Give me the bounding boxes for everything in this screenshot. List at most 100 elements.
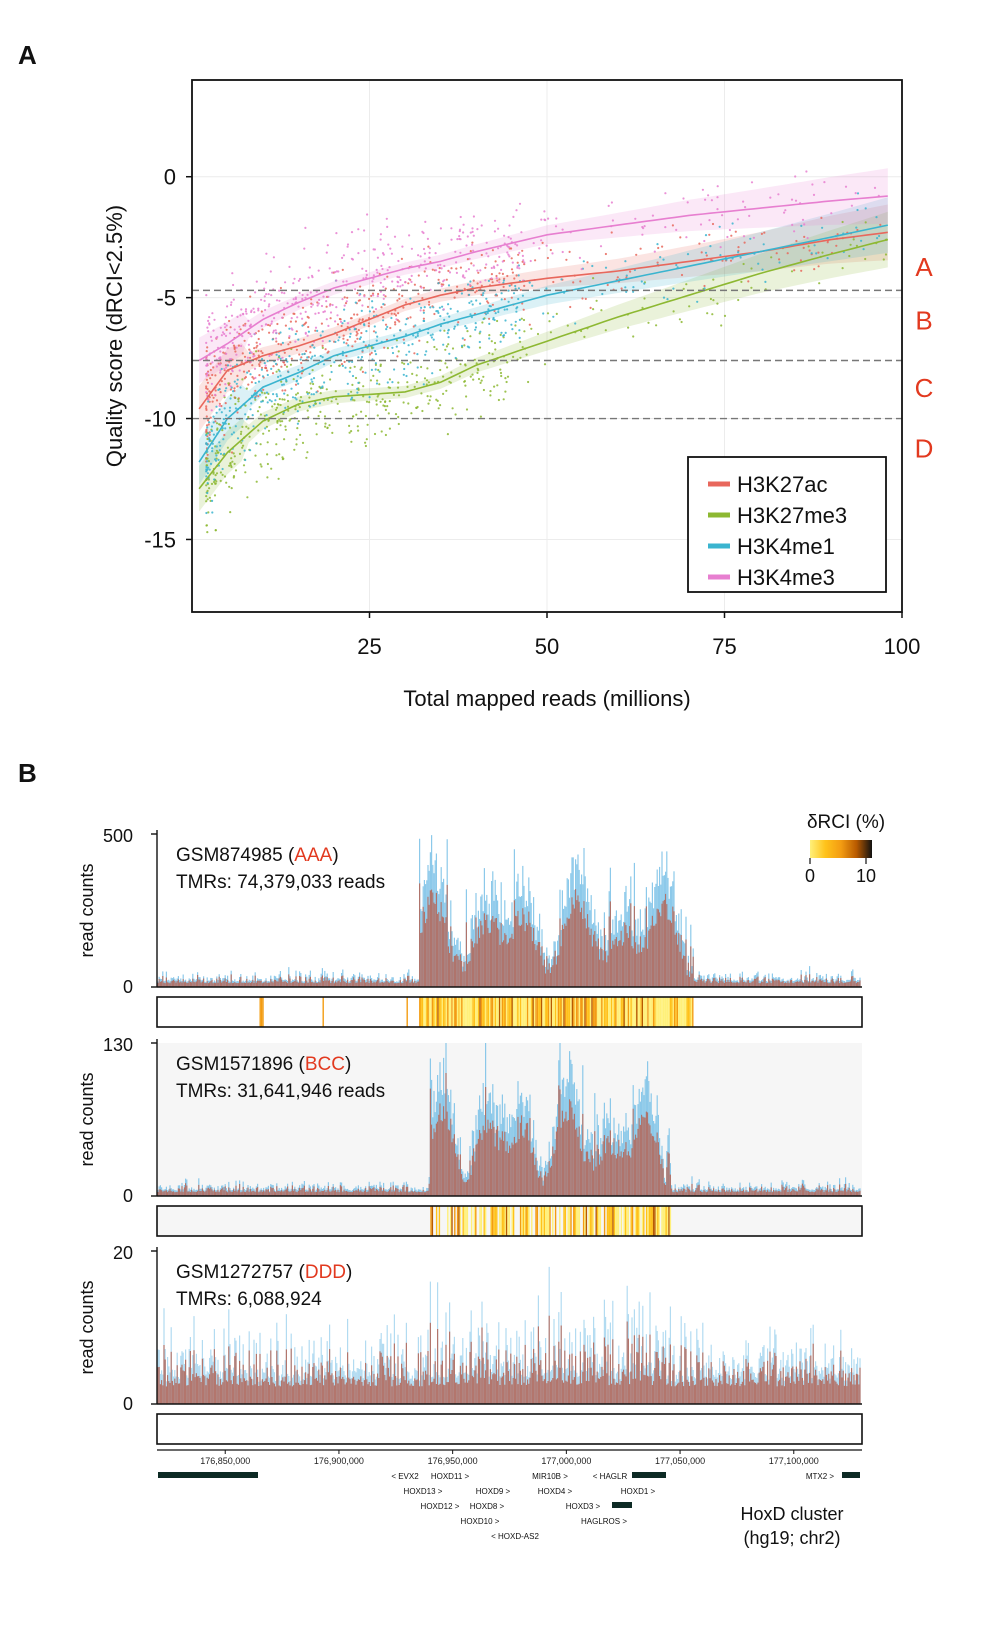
scatter-point: [514, 324, 517, 327]
scatter-point: [306, 451, 309, 454]
scatter-point: [207, 423, 210, 426]
scatter-point: [802, 246, 805, 249]
scatter-point: [229, 388, 232, 391]
scatter-point: [255, 442, 258, 445]
scatter-point: [278, 299, 281, 302]
scatter-point: [439, 329, 442, 332]
scatter-point: [408, 278, 411, 281]
scatter-point: [472, 279, 475, 282]
scatter-point: [266, 441, 269, 444]
scatter-point: [268, 303, 271, 306]
scatter-point: [375, 403, 378, 406]
scatter-point: [426, 367, 429, 370]
scatter-point: [501, 272, 504, 275]
scatter-point: [342, 337, 345, 340]
scatter-point: [212, 433, 215, 436]
scatter-point: [416, 332, 419, 335]
scatter-point: [632, 335, 635, 338]
scatter-point: [421, 297, 424, 300]
scatter-point: [364, 371, 367, 374]
scatter-point: [290, 387, 293, 390]
scatter-point: [514, 332, 518, 335]
scatter-point: [313, 354, 316, 357]
scatter-point: [417, 274, 420, 277]
scatter-point: [507, 253, 510, 256]
scatter-point: [379, 238, 382, 241]
scatter-point: [357, 299, 360, 302]
scatter-point: [219, 444, 222, 447]
scatter-point: [730, 234, 733, 237]
scatter-point: [378, 383, 381, 386]
scatter-point: [820, 216, 823, 219]
scatter-point: [436, 264, 440, 267]
scatter-point: [253, 354, 256, 357]
scatter-point: [365, 438, 368, 441]
scatter-point: [519, 288, 522, 292]
scatter-point: [873, 186, 877, 189]
scatter-point: [279, 357, 282, 360]
scatter-point: [800, 269, 803, 272]
scatter-point: [534, 259, 537, 262]
scatter-point: [284, 428, 287, 431]
scatter-point: [267, 392, 270, 395]
scatter-point: [291, 396, 295, 399]
scatter-point: [462, 231, 465, 234]
scatter-point: [249, 295, 252, 298]
scatter-point: [364, 441, 367, 444]
scatter-point: [210, 382, 213, 385]
scatter-point: [494, 312, 497, 315]
scatter-point: [401, 361, 404, 364]
scatter-point: [258, 393, 261, 396]
scatter-point: [437, 407, 440, 410]
scatter-point: [238, 452, 242, 455]
scatter-point: [449, 381, 452, 384]
scatter-point: [856, 228, 859, 232]
scatter-point: [354, 376, 358, 380]
scatter-point: [261, 400, 264, 403]
scatter-point: [381, 398, 384, 401]
scatter-point: [358, 318, 361, 321]
scatter-point: [739, 256, 742, 259]
scatter-point: [446, 433, 449, 436]
scatter-point: [374, 331, 377, 334]
scatter-point: [305, 350, 308, 353]
scatter-point: [404, 301, 407, 304]
scatter-point: [581, 297, 584, 300]
scatter-point: [454, 413, 457, 416]
scatter-point: [205, 442, 208, 445]
scatter-point: [716, 185, 719, 188]
scatter-point: [323, 310, 326, 313]
scatter-point: [347, 344, 350, 347]
scatter-point: [549, 331, 553, 334]
scatter-point: [294, 296, 297, 299]
scatter-point: [218, 357, 221, 360]
scatter-point: [321, 346, 324, 349]
scatter-point: [274, 329, 277, 332]
scatter-point: [229, 462, 232, 465]
scatter-point: [266, 453, 269, 456]
scatter-point: [346, 245, 349, 248]
scatter-point: [551, 252, 554, 255]
scatter-point: [476, 228, 479, 231]
scatter-point: [704, 234, 708, 237]
scatter-point: [283, 438, 286, 441]
scatter-point: [641, 306, 644, 309]
scatter-point: [218, 449, 221, 452]
scatter-point: [279, 331, 282, 334]
scatter-point: [574, 322, 577, 325]
scatter-point: [438, 267, 441, 270]
scatter-point: [517, 287, 521, 290]
scatter-point: [308, 372, 311, 375]
scatter-point: [600, 309, 603, 312]
scatter-point: [232, 298, 235, 301]
scatter-point: [276, 420, 279, 423]
scatter-point: [491, 303, 494, 306]
scatter-point: [481, 321, 484, 324]
scatter-point: [490, 277, 493, 280]
scatter-point: [786, 252, 789, 255]
scatter-point: [299, 433, 302, 436]
scatter-point: [404, 281, 407, 284]
scatter-point: [423, 377, 427, 380]
scatter-point: [711, 222, 715, 226]
